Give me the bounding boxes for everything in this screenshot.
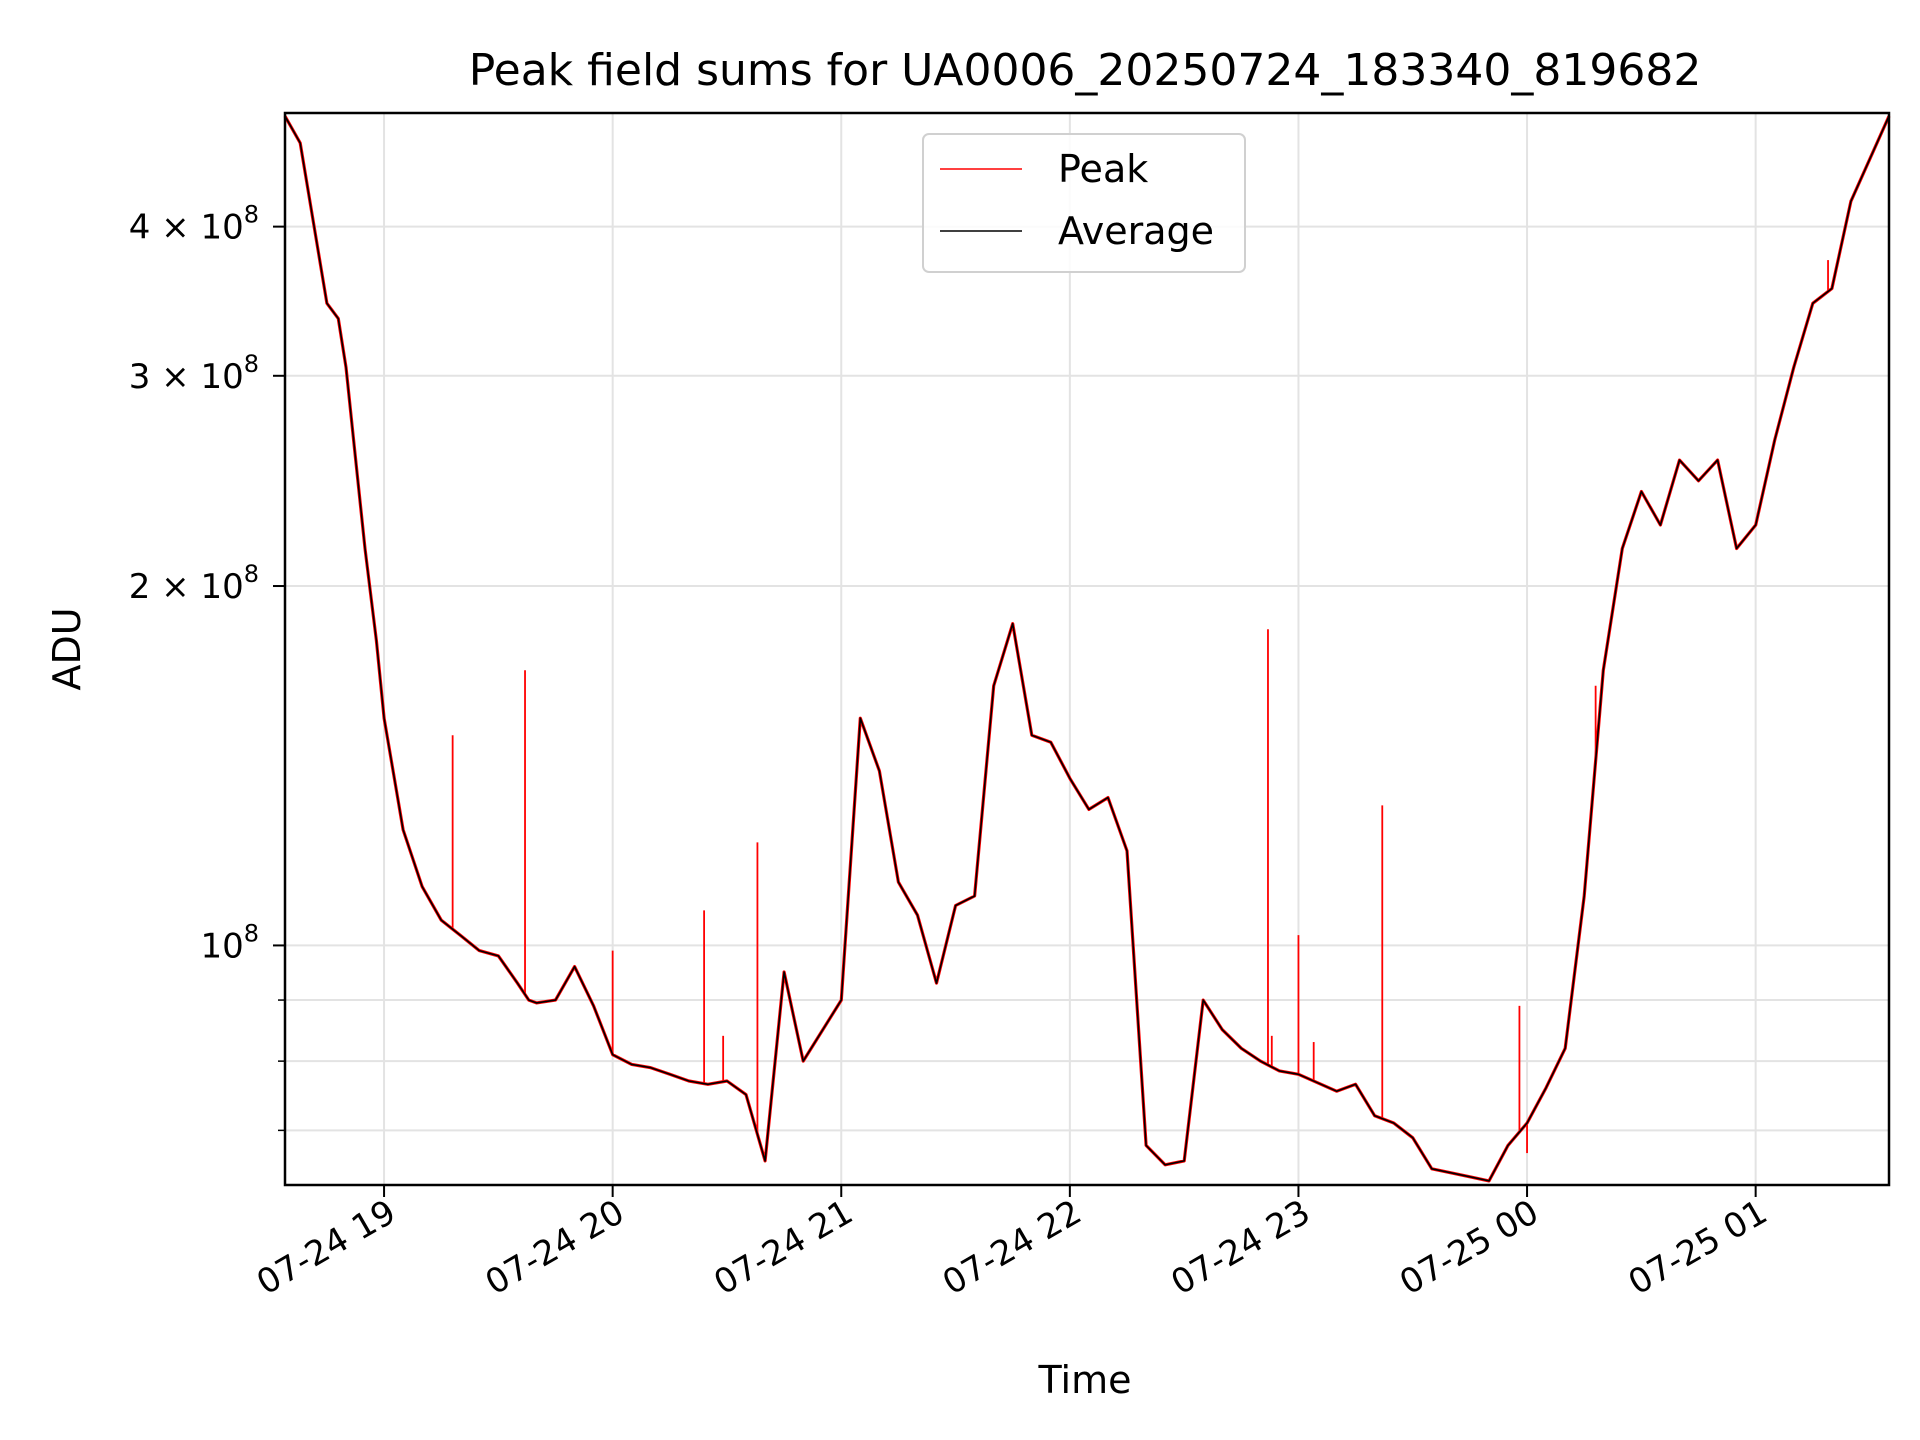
gridlines — [285, 113, 1889, 1185]
y-tick-label: 4 × 108 — [129, 201, 259, 248]
legend-label-average: Average — [1058, 209, 1214, 253]
y-tick-label: 2 × 108 — [129, 560, 259, 607]
y-tick-label-exponent: 8 — [244, 201, 259, 229]
average-series-line — [284, 115, 1890, 1182]
series-lines — [283, 115, 1891, 1183]
y-axis-label: ADU — [45, 607, 89, 690]
y-tick-label-base: 4 × 10 — [129, 208, 244, 248]
y-tick-label-exponent: 8 — [244, 560, 259, 588]
legend: Peak Average — [922, 133, 1246, 273]
y-tick-label: 3 × 108 — [129, 350, 259, 397]
plot-frame — [283, 111, 1891, 1187]
legend-label-peak: Peak — [1058, 147, 1148, 191]
y-tick-label-exponent: 8 — [244, 350, 259, 378]
y-tick-label-base: 10 — [200, 926, 243, 966]
chart-title: Peak field sums for UA0006_20250724_1833… — [469, 45, 1702, 96]
y-tick-label-exponent: 8 — [244, 919, 259, 947]
y-tick-label-base: 3 × 10 — [129, 357, 244, 397]
x-axis-label: Time — [1038, 1358, 1132, 1402]
y-tick-label-base: 2 × 10 — [129, 567, 244, 607]
y-tick-label: 108 — [200, 919, 259, 966]
